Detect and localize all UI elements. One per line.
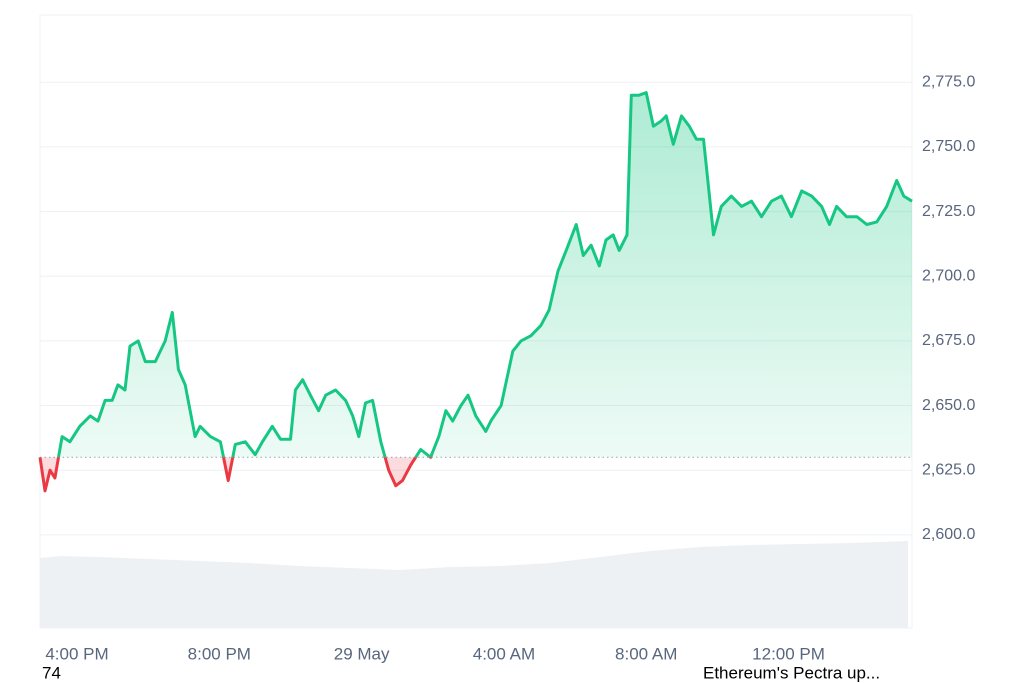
x-tick-label: 8:00 AM — [615, 644, 677, 663]
y-tick-label: 2,775.0 — [922, 73, 975, 90]
y-tick-label: 2,725.0 — [922, 203, 975, 220]
x-tick-label: 12:00 PM — [752, 644, 825, 663]
y-tick-label: 2,650.0 — [922, 397, 975, 414]
footer-right: Ethereum's Pectra up... — [703, 663, 880, 682]
x-tick-label: 29 May — [334, 644, 390, 663]
y-tick-label: 2,750.0 — [922, 138, 975, 155]
x-tick-label: 8:00 PM — [188, 644, 251, 663]
y-tick-label: 2,700.0 — [922, 267, 975, 284]
x-tick-label: 4:00 AM — [473, 644, 535, 663]
area-below — [40, 457, 431, 491]
y-tick-label: 2,625.0 — [922, 461, 975, 478]
footer-left: 74 — [42, 663, 61, 682]
y-tick-label: 2,600.0 — [922, 526, 975, 543]
area-above — [40, 92, 912, 458]
price-line-above — [40, 91, 913, 458]
volume-area — [40, 541, 908, 628]
x-tick-label: 4:00 PM — [45, 644, 108, 663]
y-tick-label: 2,675.0 — [922, 332, 975, 349]
